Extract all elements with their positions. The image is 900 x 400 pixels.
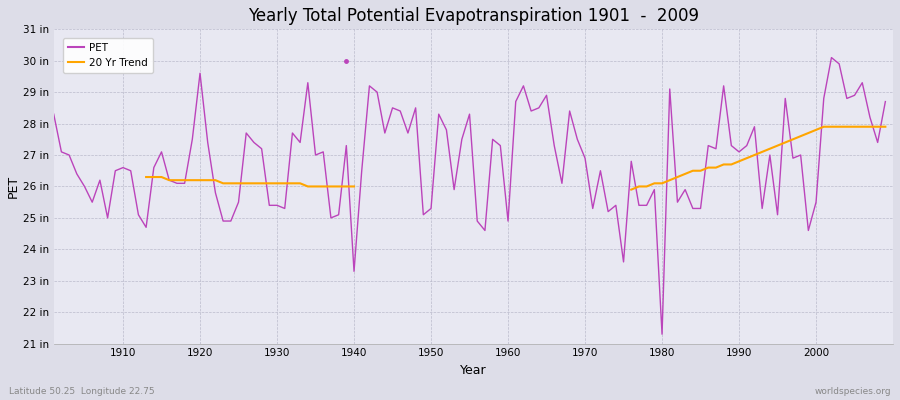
Legend: PET, 20 Yr Trend: PET, 20 Yr Trend <box>63 38 153 73</box>
X-axis label: Year: Year <box>460 364 487 377</box>
Text: Latitude 50.25  Longitude 22.75: Latitude 50.25 Longitude 22.75 <box>9 387 155 396</box>
Y-axis label: PET: PET <box>7 175 20 198</box>
Text: worldspecies.org: worldspecies.org <box>814 387 891 396</box>
Title: Yearly Total Potential Evapotranspiration 1901  -  2009: Yearly Total Potential Evapotranspiratio… <box>248 7 699 25</box>
